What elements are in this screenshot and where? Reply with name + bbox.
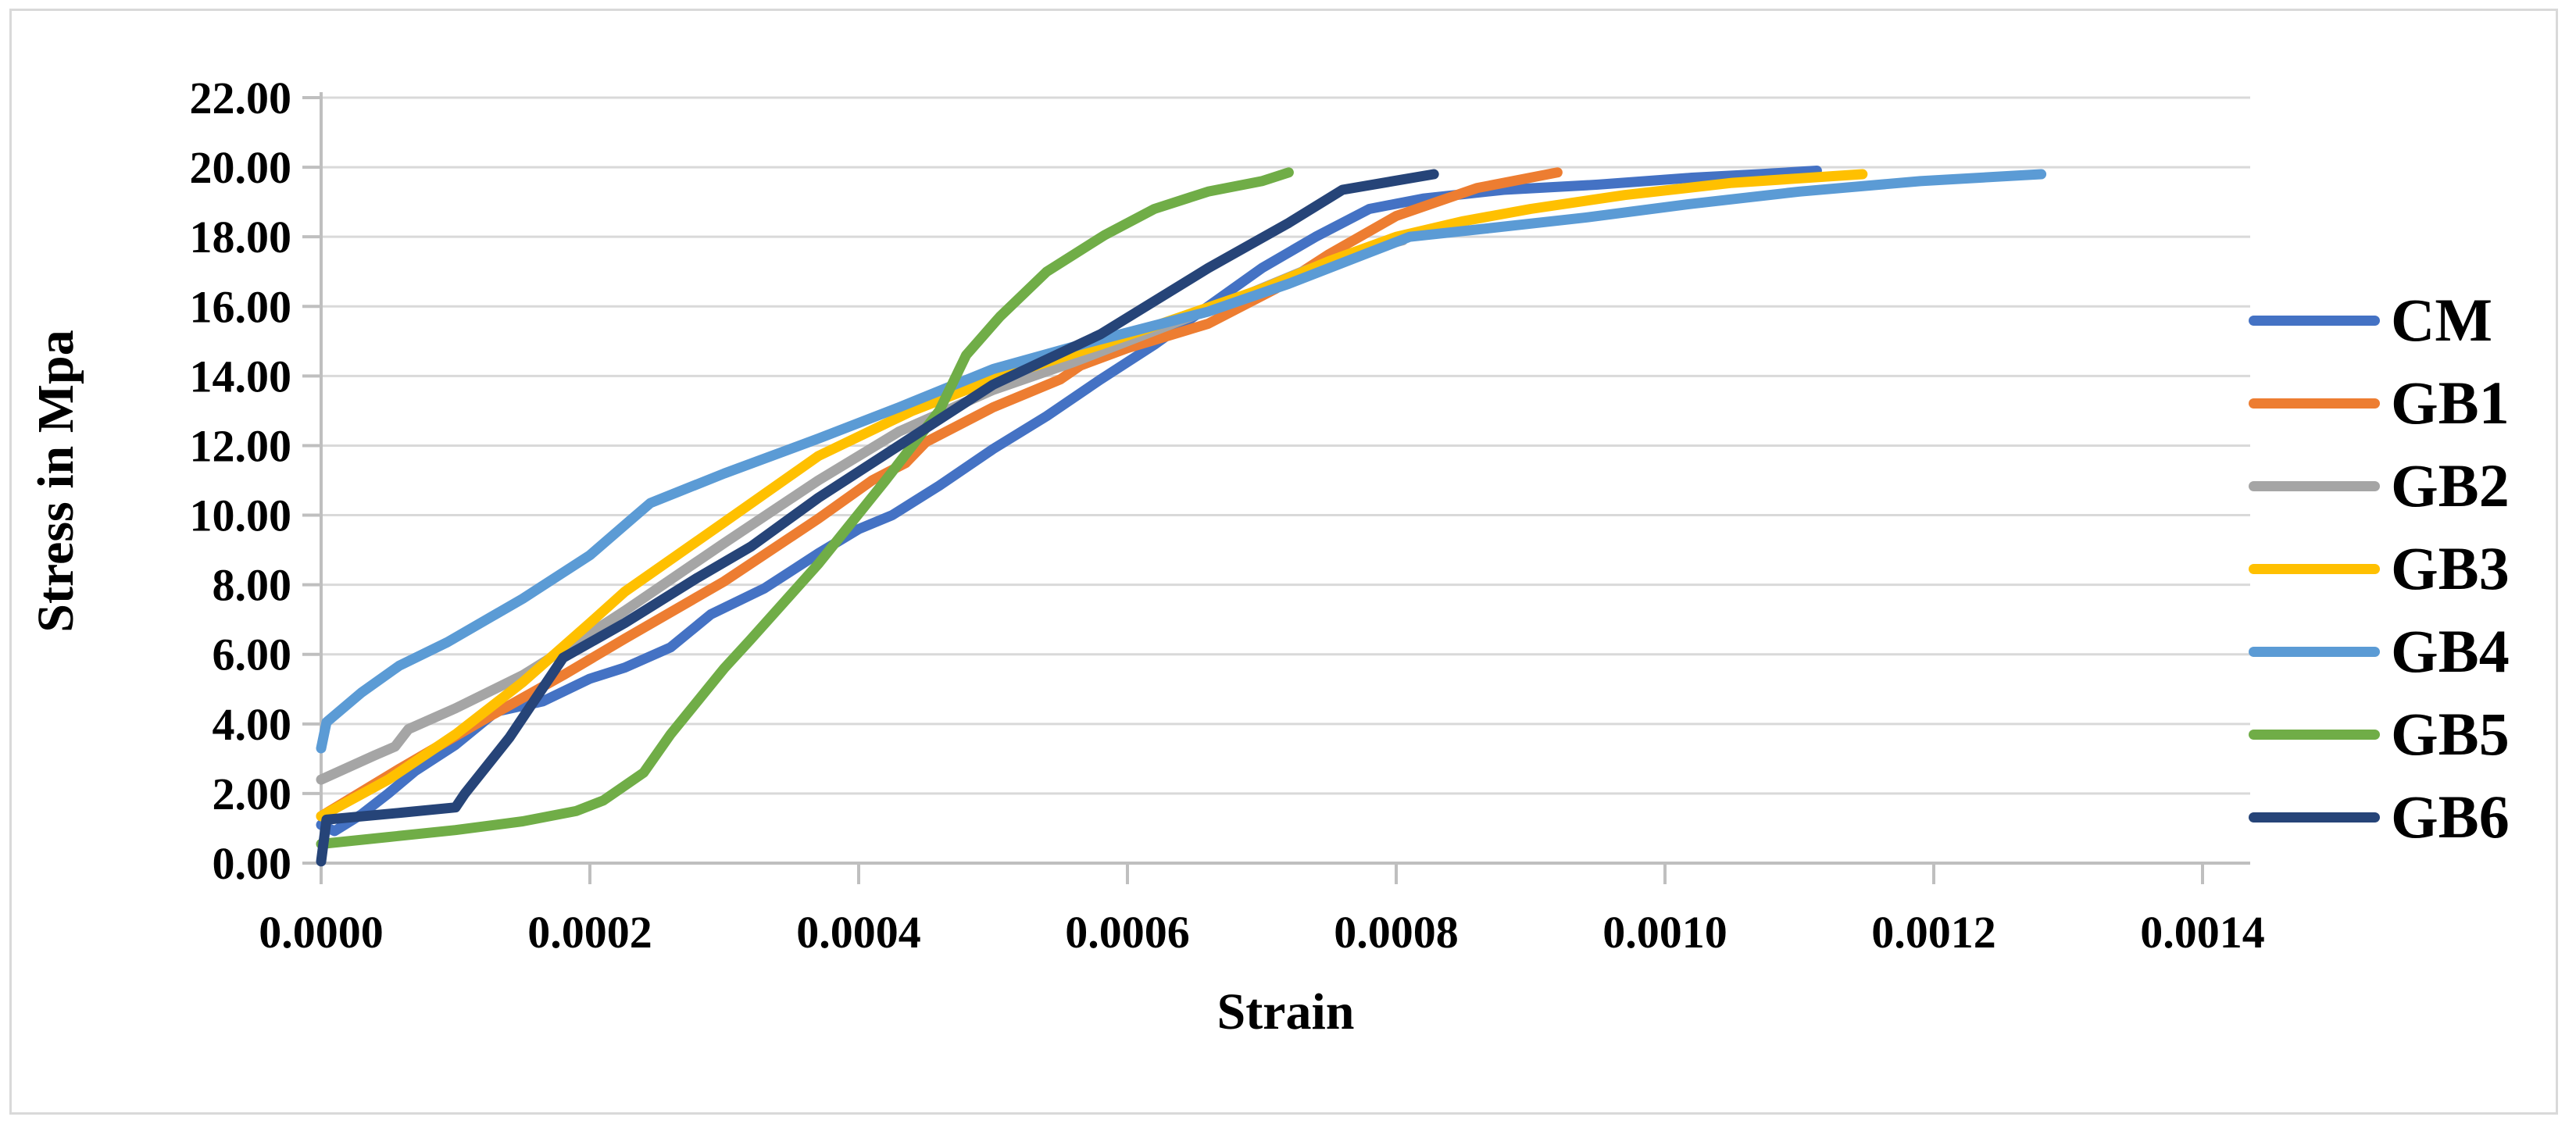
y-tick-label: 22.00: [190, 73, 292, 123]
series-line-CM: [316, 166, 1822, 837]
y-tick-label: 14.00: [190, 351, 292, 401]
x-tick-label: 0.0004: [796, 907, 921, 958]
x-tick-label: 0.0012: [1871, 907, 1996, 958]
y-axis-title: Stress in Mpa: [27, 330, 84, 633]
series-line-GB5: [316, 167, 1294, 849]
y-tick-label: 20.00: [190, 142, 292, 193]
y-tick-label: 10.00: [190, 491, 292, 541]
y-tick-label: 12.00: [190, 420, 292, 471]
x-tick-label: 0.0002: [527, 907, 652, 958]
y-tick-label: 8.00: [213, 560, 292, 611]
series-line-GB1: [316, 167, 1563, 822]
x-tick-label: 0.0000: [259, 907, 384, 958]
x-tick-label: 0.0006: [1065, 907, 1190, 958]
y-tick-label: 2.00: [213, 769, 292, 819]
x-tick-label: 0.0014: [2140, 907, 2265, 958]
x-tick-label: 0.0008: [1334, 907, 1459, 958]
chart-frame: [9, 9, 2558, 1115]
y-tick-label: 0.00: [213, 838, 292, 889]
x-tick-label: 0.0010: [1602, 907, 1727, 958]
y-tick-label: 4.00: [213, 699, 292, 750]
series-line-GB6: [316, 169, 1439, 867]
y-tick-label: 16.00: [190, 281, 292, 332]
x-axis-title: Strain: [1217, 983, 1355, 1040]
series-line-GB3: [316, 169, 1868, 822]
y-tick-label: 18.00: [190, 212, 292, 262]
y-tick-label: 6.00: [213, 630, 292, 680]
